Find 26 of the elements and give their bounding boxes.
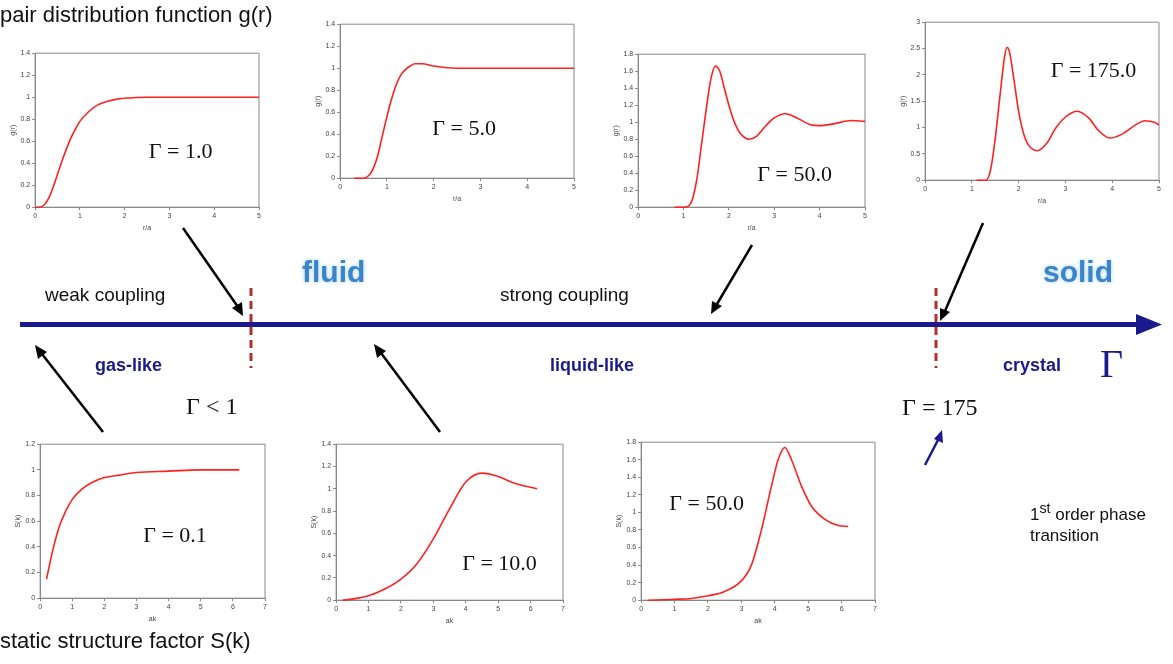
text: weak coupling (45, 284, 166, 306)
annotation: Γ = 5.0 (432, 114, 496, 140)
text: pair distribution function g(r) (0, 2, 273, 28)
annotation: Γ = 50.0 (757, 160, 832, 186)
text: Γ < 1 (186, 393, 238, 420)
annotation: Γ = 50.0 (669, 489, 744, 515)
text: Γ (1100, 340, 1124, 387)
annotation: Γ = 10.0 (462, 550, 537, 576)
line-series (673, 65, 866, 208)
line-series (45, 469, 241, 580)
annotation: Γ = 0.1 (143, 522, 207, 548)
line-series (353, 63, 575, 179)
text: crystal (1003, 355, 1062, 376)
text: solid (1043, 255, 1114, 289)
line-series (975, 46, 1160, 181)
line-series (647, 446, 850, 601)
text: liquid-like (550, 355, 635, 376)
line-series (341, 472, 538, 601)
annotation: Γ = 1.0 (148, 137, 213, 163)
text: Γ = 175 (902, 394, 978, 421)
annotation: Γ = 175.0 (1050, 56, 1137, 82)
text: fluid (302, 255, 366, 289)
text: static structure factor S(k) (0, 628, 251, 654)
text: 1$^{st}$ order phase transition (1030, 500, 1147, 547)
text: strong coupling (500, 284, 629, 306)
text: gas-like (95, 355, 163, 376)
